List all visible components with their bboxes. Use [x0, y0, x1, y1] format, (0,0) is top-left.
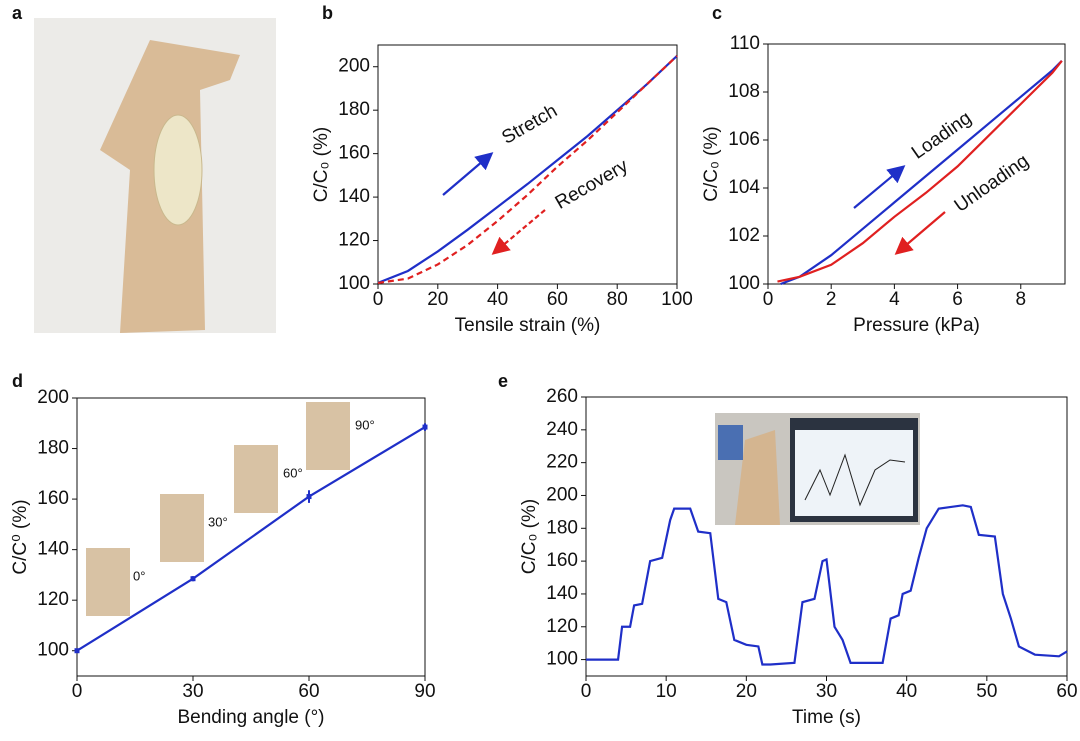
point	[306, 494, 312, 500]
x-tick-label: 90	[414, 681, 435, 702]
y-tick-label: 140	[37, 539, 69, 560]
angle-annotation: 0°	[133, 568, 145, 583]
y-tick-label: 108	[728, 81, 760, 102]
y-axis-label: C/C⁰ (%)	[10, 499, 31, 574]
series-line	[377, 55, 678, 285]
series-line	[780, 60, 1063, 286]
hand-photo	[34, 18, 276, 333]
series-line	[777, 60, 1063, 283]
plot-frame	[767, 43, 1066, 285]
y-tick-label: 180	[37, 438, 69, 459]
x-tick-label: 6	[952, 289, 963, 310]
plot-frame	[76, 397, 426, 677]
x-tick-label: 4	[889, 289, 900, 310]
y-tick-label: 100	[546, 649, 578, 670]
x-tick-label: 100	[661, 289, 693, 310]
x-tick-label: 80	[607, 289, 628, 310]
y-tick-label: 260	[546, 386, 578, 407]
x-tick-label: 50	[976, 681, 997, 702]
angle-annotation: 60°	[283, 465, 303, 480]
y-axis-label: C/C₀ (%)	[311, 127, 332, 202]
x-tick-label: 40	[896, 681, 917, 702]
y-tick-label: 106	[728, 129, 760, 150]
x-tick-label: 20	[427, 289, 448, 310]
y-tick-label: 120	[37, 589, 69, 610]
x-axis-label: Pressure (kPa)	[853, 315, 980, 336]
x-tick-label: 0	[373, 289, 384, 310]
series-annotation: Recovery	[552, 155, 632, 214]
x-tick-label: 10	[656, 681, 677, 702]
y-tick-label: 200	[37, 387, 69, 408]
x-tick-label: 30	[816, 681, 837, 702]
y-tick-label: 120	[546, 616, 578, 637]
angle-annotation: 90°	[355, 417, 375, 432]
x-tick-label: 40	[487, 289, 508, 310]
angle-annotation: 30°	[208, 514, 228, 529]
x-tick-label: 60	[298, 681, 319, 702]
x-tick-label: 0	[581, 681, 592, 702]
x-tick-label: 8	[1015, 289, 1026, 310]
thumb-photos	[86, 402, 350, 616]
series-annotation: Loading	[908, 108, 975, 164]
y-tick-label: 100	[338, 273, 370, 294]
point	[74, 648, 80, 654]
x-tick-label: 30	[182, 681, 203, 702]
point	[190, 576, 196, 582]
panel-label: b	[322, 3, 333, 23]
panel-label: c	[712, 3, 722, 23]
x-tick-label: 20	[736, 681, 757, 702]
series-annotation: Stretch	[498, 100, 561, 148]
series-line	[586, 504, 1068, 666]
annotation-arrow	[894, 211, 946, 255]
x-axis-label: Time (s)	[792, 707, 861, 728]
y-tick-label: 120	[338, 230, 370, 251]
y-tick-label: 180	[338, 99, 370, 120]
plot-frame	[377, 44, 678, 285]
x-tick-label: 2	[826, 289, 837, 310]
y-tick-label: 104	[728, 177, 760, 198]
panel-label: d	[12, 371, 23, 391]
y-tick-label: 140	[338, 186, 370, 207]
y-tick-label: 240	[546, 419, 578, 440]
point	[422, 424, 428, 430]
x-tick-label: 60	[547, 289, 568, 310]
annotation-arrow	[442, 152, 494, 196]
series-line	[377, 55, 678, 284]
y-tick-label: 102	[728, 225, 760, 246]
y-axis-label: C/C₀ (%)	[701, 126, 722, 201]
y-tick-label: 160	[37, 488, 69, 509]
x-axis-label: Bending angle (°)	[177, 707, 324, 728]
y-tick-label: 100	[37, 640, 69, 661]
x-tick-label: 0	[72, 681, 83, 702]
y-tick-label: 100	[728, 273, 760, 294]
series-line	[76, 426, 426, 652]
y-tick-label: 180	[546, 517, 578, 538]
y-tick-label: 160	[546, 550, 578, 571]
y-tick-label: 200	[338, 56, 370, 77]
y-tick-label: 140	[546, 583, 578, 604]
panel-label: a	[12, 3, 23, 23]
annotation-arrow	[853, 165, 906, 209]
x-tick-label: 60	[1056, 681, 1077, 702]
y-tick-label: 160	[338, 143, 370, 164]
x-axis-label: Tensile strain (%)	[455, 315, 601, 336]
panel-label: e	[498, 371, 508, 391]
y-tick-label: 200	[546, 484, 578, 505]
inset-photo	[715, 413, 920, 525]
y-tick-label: 110	[730, 33, 760, 54]
x-tick-label: 0	[763, 289, 774, 310]
y-tick-label: 220	[546, 452, 578, 473]
annotation-arrow	[491, 209, 546, 255]
y-axis-label: C/C₀ (%)	[519, 499, 540, 574]
